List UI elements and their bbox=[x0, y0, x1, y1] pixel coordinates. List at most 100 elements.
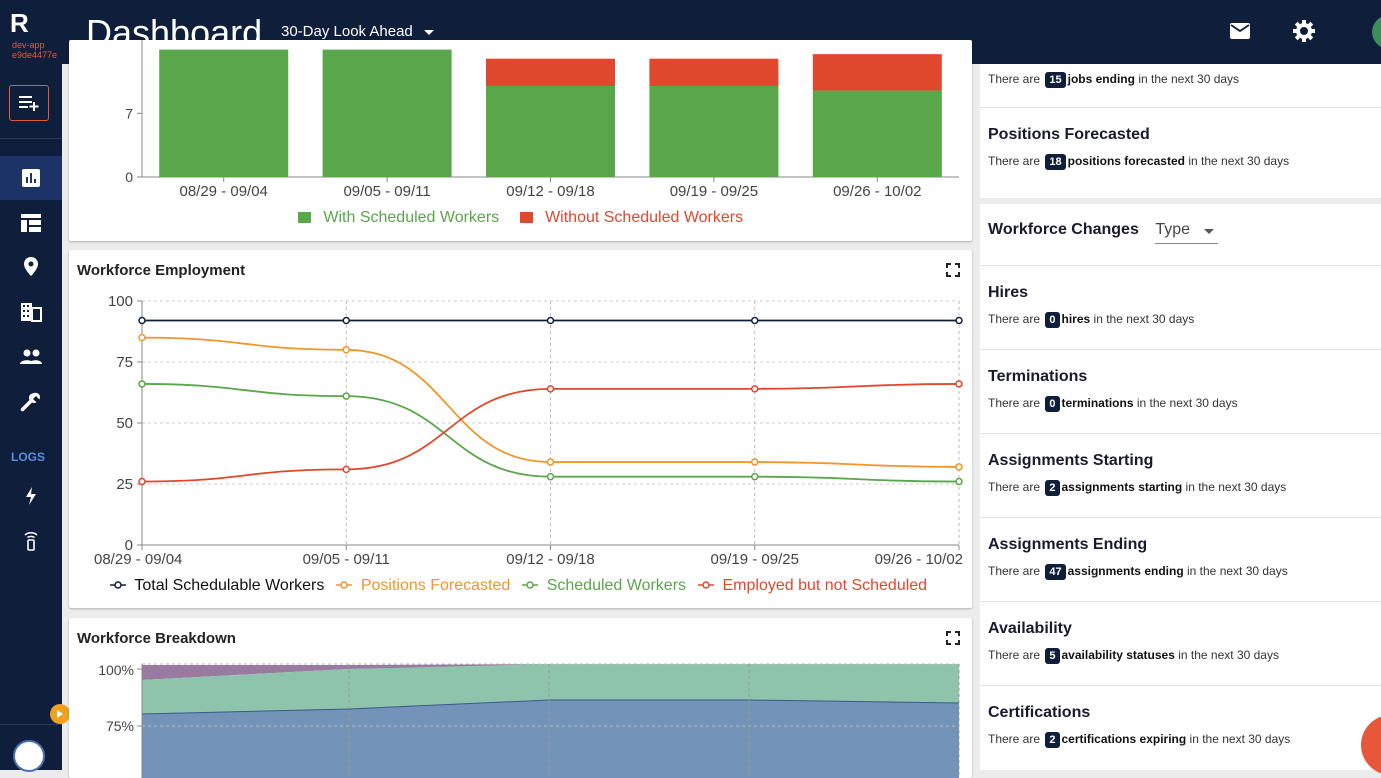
item-text: There are 5 availability statuses in the … bbox=[988, 648, 1279, 664]
x-tick-label: 09/05 - 09/11 bbox=[343, 183, 430, 200]
legend-with-scheduled[interactable]: With Scheduled Workers bbox=[294, 209, 503, 226]
change-item[interactable]: Terminations There are 0 terminations in t… bbox=[988, 368, 1238, 412]
y-tick-label: 0 bbox=[125, 537, 133, 554]
settings-button[interactable] bbox=[1292, 19, 1316, 48]
mail-button[interactable] bbox=[1229, 22, 1251, 45]
text-prefix: There are bbox=[988, 732, 1041, 746]
employment-chart-legend: Total Schedulable Workers Positions Fore… bbox=[69, 577, 972, 595]
jobs-ending-item: There are 15 jobs ending in the next 30 d… bbox=[988, 72, 1239, 88]
text-bold: jobs ending bbox=[1067, 72, 1135, 86]
env-line-1: dev-app bbox=[12, 40, 45, 50]
nav-buildings[interactable] bbox=[0, 290, 62, 334]
data-point[interactable] bbox=[138, 333, 146, 342]
data-point[interactable] bbox=[138, 477, 146, 486]
bar-segment[interactable] bbox=[649, 58, 779, 86]
count-badge: 0 bbox=[1045, 396, 1060, 412]
bar-segment[interactable] bbox=[486, 58, 615, 86]
floating-action-button[interactable] bbox=[1361, 715, 1381, 775]
count-badge: 5 bbox=[1045, 648, 1060, 664]
jobs-bar-chart: 0 7 08/29 - 09/04 09/05 - 09/11 09/12 - 09/1… bbox=[125, 40, 959, 200]
text-bold: hires bbox=[1061, 312, 1091, 326]
legend-label: Total Schedulable Workers bbox=[134, 577, 325, 594]
bar-segment[interactable] bbox=[812, 54, 942, 91]
count-badge: 2 bbox=[1045, 732, 1060, 748]
data-point[interactable] bbox=[342, 346, 350, 354]
bar-segment[interactable] bbox=[322, 49, 452, 177]
legend-marker-icon bbox=[522, 581, 539, 589]
area-series-purple bbox=[142, 664, 959, 680]
expand-sidebar-button[interactable] bbox=[50, 704, 70, 724]
change-item[interactable]: Availability There are 5 availability stat… bbox=[988, 620, 1279, 664]
nav-people[interactable] bbox=[0, 335, 62, 379]
change-item[interactable]: Assignments Starting There are 2 assignmen… bbox=[988, 452, 1286, 496]
fullscreen-icon bbox=[946, 631, 960, 645]
bar-segment[interactable] bbox=[649, 86, 779, 177]
area-series-teal bbox=[142, 664, 959, 714]
divider bbox=[980, 433, 1381, 434]
text-bold: assignments ending bbox=[1067, 564, 1184, 578]
series-line[interactable] bbox=[141, 336, 960, 468]
change-item[interactable]: Assignments Ending There are 47 assignment… bbox=[988, 536, 1288, 580]
text-suffix: in the next 30 days bbox=[1178, 648, 1279, 662]
item-title: Hires bbox=[988, 284, 1029, 301]
nav-tools[interactable] bbox=[0, 380, 62, 424]
change-item[interactable]: Certifications There are 2 certifications … bbox=[988, 704, 1290, 748]
workforce-changes-header: Workforce Changes Type bbox=[988, 221, 1218, 244]
data-point[interactable] bbox=[751, 385, 759, 393]
data-point[interactable] bbox=[342, 316, 350, 325]
user-menu-avatar[interactable] bbox=[1372, 14, 1381, 50]
text-bold: certifications expiring bbox=[1061, 732, 1187, 746]
nav-log-devices[interactable] bbox=[0, 519, 62, 563]
positions-forecasted-item[interactable]: Positions Forecasted There are 18 positio… bbox=[988, 126, 1289, 170]
item-title: Assignments Ending bbox=[988, 536, 1148, 553]
sidebar: R dev-app e9de4477e LOGS bbox=[0, 0, 70, 772]
legend-item[interactable]: Positions Forecasted bbox=[336, 577, 514, 594]
data-point[interactable] bbox=[751, 458, 759, 466]
change-item[interactable]: Hires There are 0 hires in the next 30 day… bbox=[988, 284, 1194, 328]
data-point[interactable] bbox=[546, 458, 555, 466]
data-point[interactable] bbox=[138, 380, 146, 388]
legend-marker-icon bbox=[336, 581, 353, 589]
divider bbox=[980, 265, 1381, 266]
data-point[interactable] bbox=[955, 477, 963, 486]
app-logo[interactable]: R bbox=[10, 8, 29, 38]
nav-schedule[interactable] bbox=[0, 201, 62, 245]
nav-locations[interactable] bbox=[0, 245, 62, 289]
data-point[interactable] bbox=[546, 385, 555, 393]
divider bbox=[0, 138, 62, 139]
table-icon bbox=[21, 214, 41, 232]
fullscreen-button[interactable] bbox=[946, 631, 960, 650]
data-point[interactable] bbox=[751, 316, 759, 325]
data-point[interactable] bbox=[546, 472, 555, 481]
data-point[interactable] bbox=[955, 463, 963, 471]
item-text: There are 47 assignments ending in the ne… bbox=[988, 564, 1288, 580]
type-select[interactable]: Type bbox=[1155, 221, 1218, 244]
data-point[interactable] bbox=[342, 392, 350, 400]
legend-without-scheduled[interactable]: Without Scheduled Workers bbox=[516, 209, 747, 226]
nav-dashboard[interactable] bbox=[0, 156, 62, 200]
legend-item[interactable]: Employed but not Scheduled bbox=[698, 577, 931, 594]
workforce-employment-card: Workforce Employment 0 25 50 75 100 08/29 - 0… bbox=[69, 250, 972, 608]
mail-icon bbox=[1230, 23, 1250, 39]
bar-segment[interactable] bbox=[159, 49, 289, 177]
nav-log-events[interactable] bbox=[0, 474, 62, 518]
data-point[interactable] bbox=[955, 316, 963, 325]
wifi-tag-icon bbox=[24, 531, 38, 551]
data-point[interactable] bbox=[955, 380, 963, 388]
data-point[interactable] bbox=[342, 465, 350, 474]
data-point[interactable] bbox=[751, 472, 759, 481]
add-to-list-button[interactable] bbox=[9, 85, 49, 121]
jobs-chart-card: 0 7 08/29 - 09/04 09/05 - 09/11 09/12 - 09/1… bbox=[69, 40, 972, 241]
avatar[interactable] bbox=[13, 740, 45, 772]
fullscreen-button[interactable] bbox=[946, 263, 960, 282]
legend-item[interactable]: Total Schedulable Workers bbox=[109, 577, 328, 594]
data-point[interactable] bbox=[546, 316, 555, 325]
text-bold: positions forecasted bbox=[1067, 154, 1185, 168]
data-point[interactable] bbox=[138, 316, 146, 325]
wrench-icon bbox=[20, 392, 40, 412]
legend-label: Scheduled Workers bbox=[546, 577, 687, 594]
bar-segment[interactable] bbox=[812, 90, 942, 177]
bar-segment[interactable] bbox=[486, 86, 615, 177]
legend-item[interactable]: Scheduled Workers bbox=[522, 577, 690, 594]
y-tick-label: 100% bbox=[98, 662, 134, 678]
